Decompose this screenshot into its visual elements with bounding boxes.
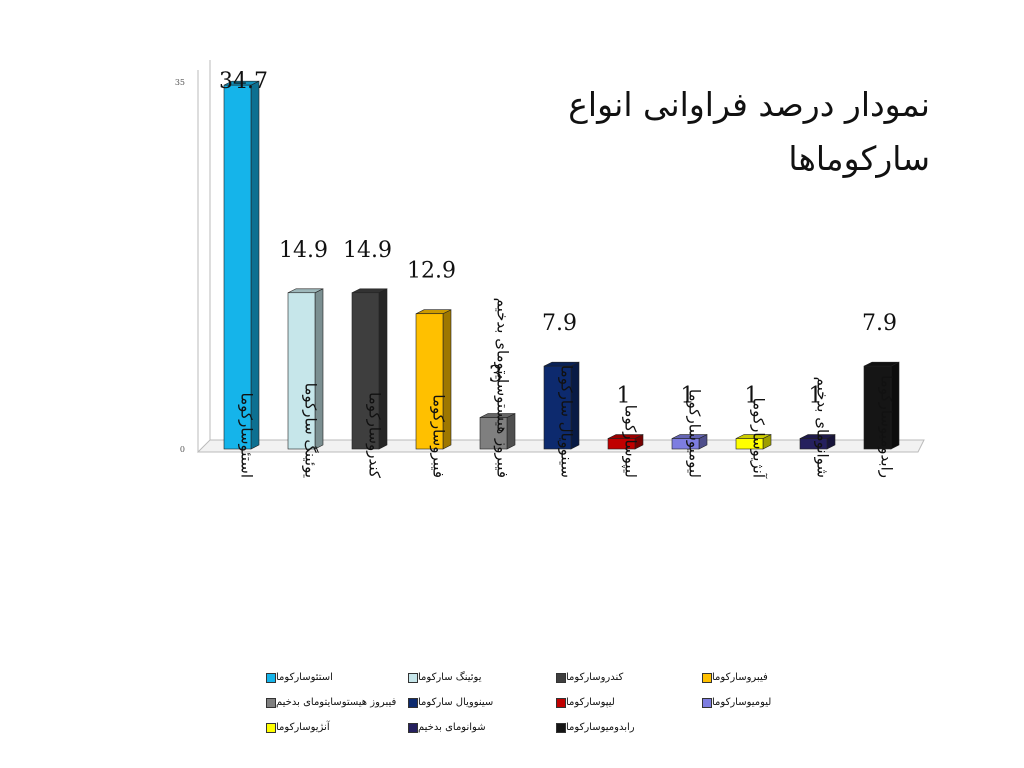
bar <box>735 434 772 450</box>
value-label: 3 <box>489 363 503 388</box>
category-label: رابدومیوسارکوما <box>878 375 896 478</box>
legend: استئوسارکوما یوئینگ سارکوما کندروسارکوما فی… <box>262 672 862 762</box>
legend-swatch <box>408 672 418 683</box>
bar <box>607 434 644 450</box>
y-axis-ticks: 0 35 <box>175 78 185 454</box>
y-tick-label: 0 <box>180 445 185 454</box>
legend-item: یوئینگ سارکوما <box>404 672 481 683</box>
legend-swatch <box>266 722 276 733</box>
bar <box>863 361 900 450</box>
legend-label: استئوسارکوما <box>276 672 333 683</box>
bar-front <box>351 292 380 450</box>
value-label: 14.9 <box>279 238 328 263</box>
legend-label: لیومیوسارکوما <box>712 697 772 708</box>
value-label: 12.9 <box>407 259 456 284</box>
category-label: کندروسارکوما <box>366 392 384 479</box>
value-label: 1 <box>681 384 695 409</box>
category-label: یوئینگ سارکوما <box>302 383 320 478</box>
legend-item: استئوسارکوما <box>262 672 333 683</box>
bars-group <box>223 80 900 450</box>
value-label: 1 <box>745 384 759 409</box>
bar-front <box>223 84 252 450</box>
legend-swatch <box>266 697 276 708</box>
legend-swatch <box>266 672 276 683</box>
bar <box>543 361 580 450</box>
legend-item: سینوویال سارکوما <box>404 697 493 708</box>
legend-label: سینوویال سارکوما <box>418 697 494 708</box>
bar <box>799 434 836 450</box>
category-label: لیپوسارکوما <box>621 405 640 478</box>
bar <box>223 80 260 450</box>
bar-front <box>415 313 444 450</box>
value-label: 34.7 <box>219 69 268 94</box>
bar-front <box>671 438 700 450</box>
legend-label: فیبروسارکوما <box>712 672 768 683</box>
legend-label: آنژیوسارکوما <box>276 722 330 733</box>
chart-title: نمودار درصد فراوانی انواع سارکوماها <box>568 85 930 178</box>
bar <box>415 309 452 450</box>
legend-swatch <box>408 697 418 708</box>
category-labels-group: استئوسارکوما یوئینگ سارکوما کندروسارکوما فی… <box>238 298 896 479</box>
bar-front <box>607 438 636 450</box>
category-label: شوانومای بدخیم <box>814 377 832 478</box>
legend-label: شوانومای بدخیم <box>418 722 486 733</box>
y-tick-label: 35 <box>175 78 185 87</box>
category-label: سینوویال سارکوما <box>558 365 576 478</box>
legend-swatch <box>408 722 418 733</box>
legend-label: لیپوسارکوما <box>566 697 615 708</box>
bar-front <box>287 292 316 450</box>
bar <box>479 413 516 450</box>
value-labels-group: 34.7 14.9 14.9 12.9 3 7.9 1 1 1 1 7.9 <box>219 69 897 409</box>
legend-item: آنژیوسارکوما <box>262 722 330 733</box>
legend-item: شوانومای بدخیم <box>404 722 486 733</box>
legend-item: کندروسارکوما <box>552 672 623 683</box>
legend-item: لیپوسارکوما <box>552 697 615 708</box>
value-label: 1 <box>809 384 823 409</box>
bar-front <box>543 365 572 450</box>
legend-item: فیبروسارکوما <box>698 672 768 683</box>
bar-front <box>735 438 764 450</box>
value-label: 1 <box>617 384 631 409</box>
category-label: لیومیوسارکوما <box>686 389 704 478</box>
value-label: 14.9 <box>343 238 392 263</box>
legend-label: رابدومیوسارکوما <box>566 722 635 733</box>
legend-item: رابدومیوسارکوما <box>552 722 635 733</box>
legend-swatch <box>702 672 712 683</box>
category-label: آنژیوسارکوما <box>750 398 768 479</box>
legend-swatch <box>556 697 566 708</box>
legend-swatch <box>556 722 566 733</box>
legend-swatch <box>702 697 712 708</box>
category-label: فیبروز هیستوسایتومای بدخیم <box>494 298 512 478</box>
legend-swatch <box>556 672 566 683</box>
legend-label: یوئینگ سارکوما <box>418 672 482 683</box>
legend-label: کندروسارکوما <box>566 672 624 683</box>
bar <box>671 434 708 450</box>
bar <box>351 288 388 450</box>
category-label: استئوسارکوما <box>238 393 256 478</box>
category-label: فیبروسارکوما <box>430 394 448 478</box>
value-label: 7.9 <box>542 311 577 336</box>
legend-item: فیبروز هیستوسایتومای بدخیم <box>262 697 396 708</box>
legend-item: لیومیوسارکوما <box>698 697 771 708</box>
legend-label: فیبروز هیستوسایتومای بدخیم <box>276 697 397 708</box>
bar <box>287 288 324 450</box>
bar-front <box>799 438 828 450</box>
bar-front <box>863 365 892 450</box>
value-label: 7.9 <box>862 311 897 336</box>
bar-front <box>479 417 508 450</box>
